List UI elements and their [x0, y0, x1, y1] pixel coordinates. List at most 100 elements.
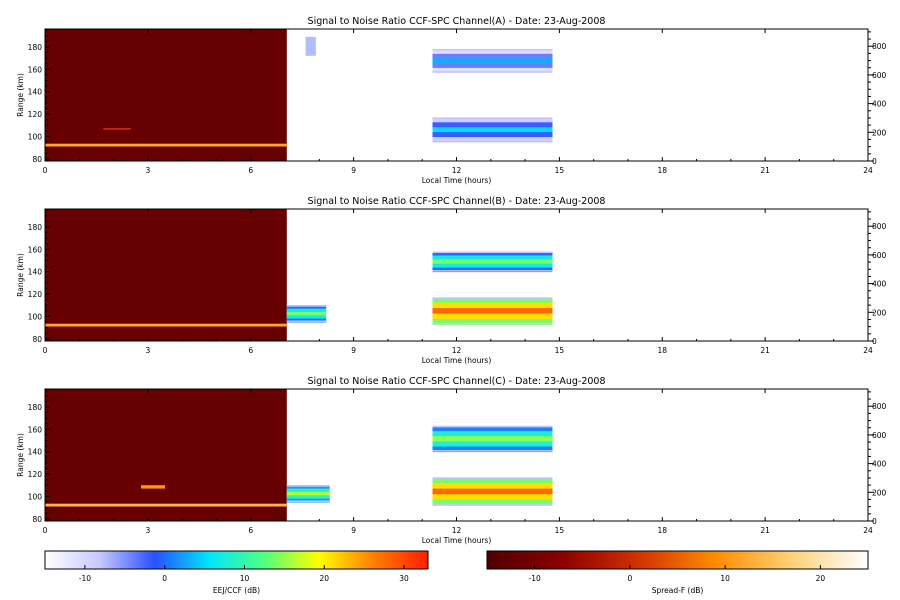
y-axis-label: Range (km)	[16, 253, 25, 297]
heatmap-region	[432, 122, 553, 128]
heatmap-region-edge	[432, 251, 553, 253]
y2-tick-label: 0	[872, 517, 877, 526]
x-tick-label: 18	[657, 526, 667, 535]
y-tick-label: 180	[28, 403, 43, 412]
colorbar-label: Spread-F (dB)	[652, 586, 704, 595]
y2-tick-label: 600	[872, 71, 887, 80]
y-tick-label: 160	[28, 65, 43, 74]
heatmap-region	[432, 255, 553, 260]
heatmap-region	[286, 315, 327, 320]
heatmap-region	[432, 425, 553, 432]
heatmap-region	[432, 494, 553, 501]
x-tick-label: 9	[351, 526, 356, 535]
y-tick-label: 80	[32, 335, 42, 344]
heatmap-region-edge	[286, 305, 327, 307]
y-tick-label: 120	[28, 110, 43, 119]
heatmap-region	[286, 308, 327, 313]
heatmap-region-edge	[286, 320, 327, 322]
y-tick-label: 160	[28, 425, 43, 434]
heatmap-cells	[45, 389, 553, 521]
heatmap-region	[141, 485, 165, 489]
y2-tick-label: 400	[872, 460, 887, 469]
x-tick-label: 15	[555, 346, 565, 355]
colorbar-tick-label: 30	[399, 574, 409, 583]
heatmap-region	[432, 431, 553, 437]
y2-tick-label: 200	[872, 308, 887, 317]
x-tick-label: 3	[145, 166, 150, 175]
x-tick-label: 9	[351, 346, 356, 355]
heatmap-region	[432, 251, 553, 256]
y-tick-label: 100	[28, 492, 43, 501]
heatmap-region	[432, 263, 553, 269]
x-tick-label: 6	[248, 526, 253, 535]
heatmap-region	[432, 446, 553, 453]
heatmap-region	[432, 67, 553, 74]
heatmap-region	[45, 323, 287, 327]
snr-panel-a: 0 3 6 9 12 15 18 21 24 80 100 120 140 160 180 0 200 400 60…	[16, 16, 887, 185]
heatmap-region-edge	[432, 49, 553, 51]
x-tick-label: 21	[760, 346, 770, 355]
heatmap-region	[45, 503, 287, 507]
y2-tick-label: 600	[872, 431, 887, 440]
y2-tick-label: 0	[872, 157, 877, 166]
heatmap-region-edge	[432, 425, 553, 428]
heatmap-region	[432, 58, 553, 64]
heatmap-region	[432, 483, 553, 490]
y2-tick-label: 400	[872, 100, 887, 109]
y2-tick-label: 0	[872, 337, 877, 346]
heatmap-region	[432, 308, 553, 314]
y-tick-label: 120	[28, 470, 43, 479]
y2-tick-label: 600	[872, 251, 887, 260]
heatmap-region	[432, 499, 553, 506]
x-tick-label: 18	[657, 166, 667, 175]
heatmap-cells	[45, 29, 553, 161]
colorbar-tick-label: -10	[79, 574, 91, 583]
x-tick-label: 9	[351, 166, 356, 175]
heatmap-region	[286, 485, 330, 490]
x-tick-label: 0	[43, 526, 48, 535]
y-tick-label: 160	[28, 245, 43, 254]
colorbar-tick-label: 10	[720, 574, 730, 583]
y2-tick-label: 400	[872, 280, 887, 289]
y-tick-label: 100	[28, 132, 43, 141]
heatmap-region	[432, 132, 553, 138]
y-tick-label: 140	[28, 268, 43, 277]
heatmap-region-edge	[432, 71, 553, 73]
colorbar-tick-label: 20	[816, 574, 826, 583]
y2-tick-label: 800	[872, 42, 887, 51]
x-tick-label: 0	[43, 166, 48, 175]
heatmap-region	[432, 259, 553, 265]
heatmap-region	[432, 313, 553, 320]
y2-tick-label: 800	[872, 222, 887, 231]
heatmap-cells	[45, 209, 553, 341]
heatmap-region	[305, 36, 316, 56]
heatmap-region	[286, 305, 327, 310]
heatmap-region-edge	[432, 322, 553, 325]
y-axis-label: Range (km)	[16, 73, 25, 117]
chart-title: Signal to Noise Ratio CCF-SPC Channel(A)…	[308, 16, 606, 27]
heatmap-region	[286, 495, 330, 500]
colorbar-tick-label: 10	[240, 574, 250, 583]
x-tick-label: 0	[43, 346, 48, 355]
y2-tick-label: 800	[872, 402, 887, 411]
y-tick-label: 100	[28, 312, 43, 321]
heatmap-region	[432, 267, 553, 273]
x-tick-label: 24	[863, 166, 873, 175]
x-tick-label: 6	[248, 166, 253, 175]
heatmap-region	[432, 137, 553, 143]
x-axis-label: Local Time (hours)	[422, 536, 492, 545]
heatmap-region	[432, 63, 553, 69]
x-axis-label: Local Time (hours)	[422, 176, 492, 185]
heatmap-region	[432, 297, 553, 304]
chart-title: Signal to Noise Ratio CCF-SPC Channel(B)…	[308, 196, 606, 207]
heatmap-region	[286, 488, 330, 493]
y-tick-label: 80	[32, 155, 42, 164]
heatmap-region	[432, 127, 553, 133]
y-tick-label: 120	[28, 290, 43, 299]
y-tick-label: 80	[32, 515, 42, 524]
x-tick-label: 21	[760, 166, 770, 175]
heatmap-region	[45, 143, 287, 147]
x-tick-label: 15	[555, 526, 565, 535]
x-tick-label: 12	[452, 346, 462, 355]
